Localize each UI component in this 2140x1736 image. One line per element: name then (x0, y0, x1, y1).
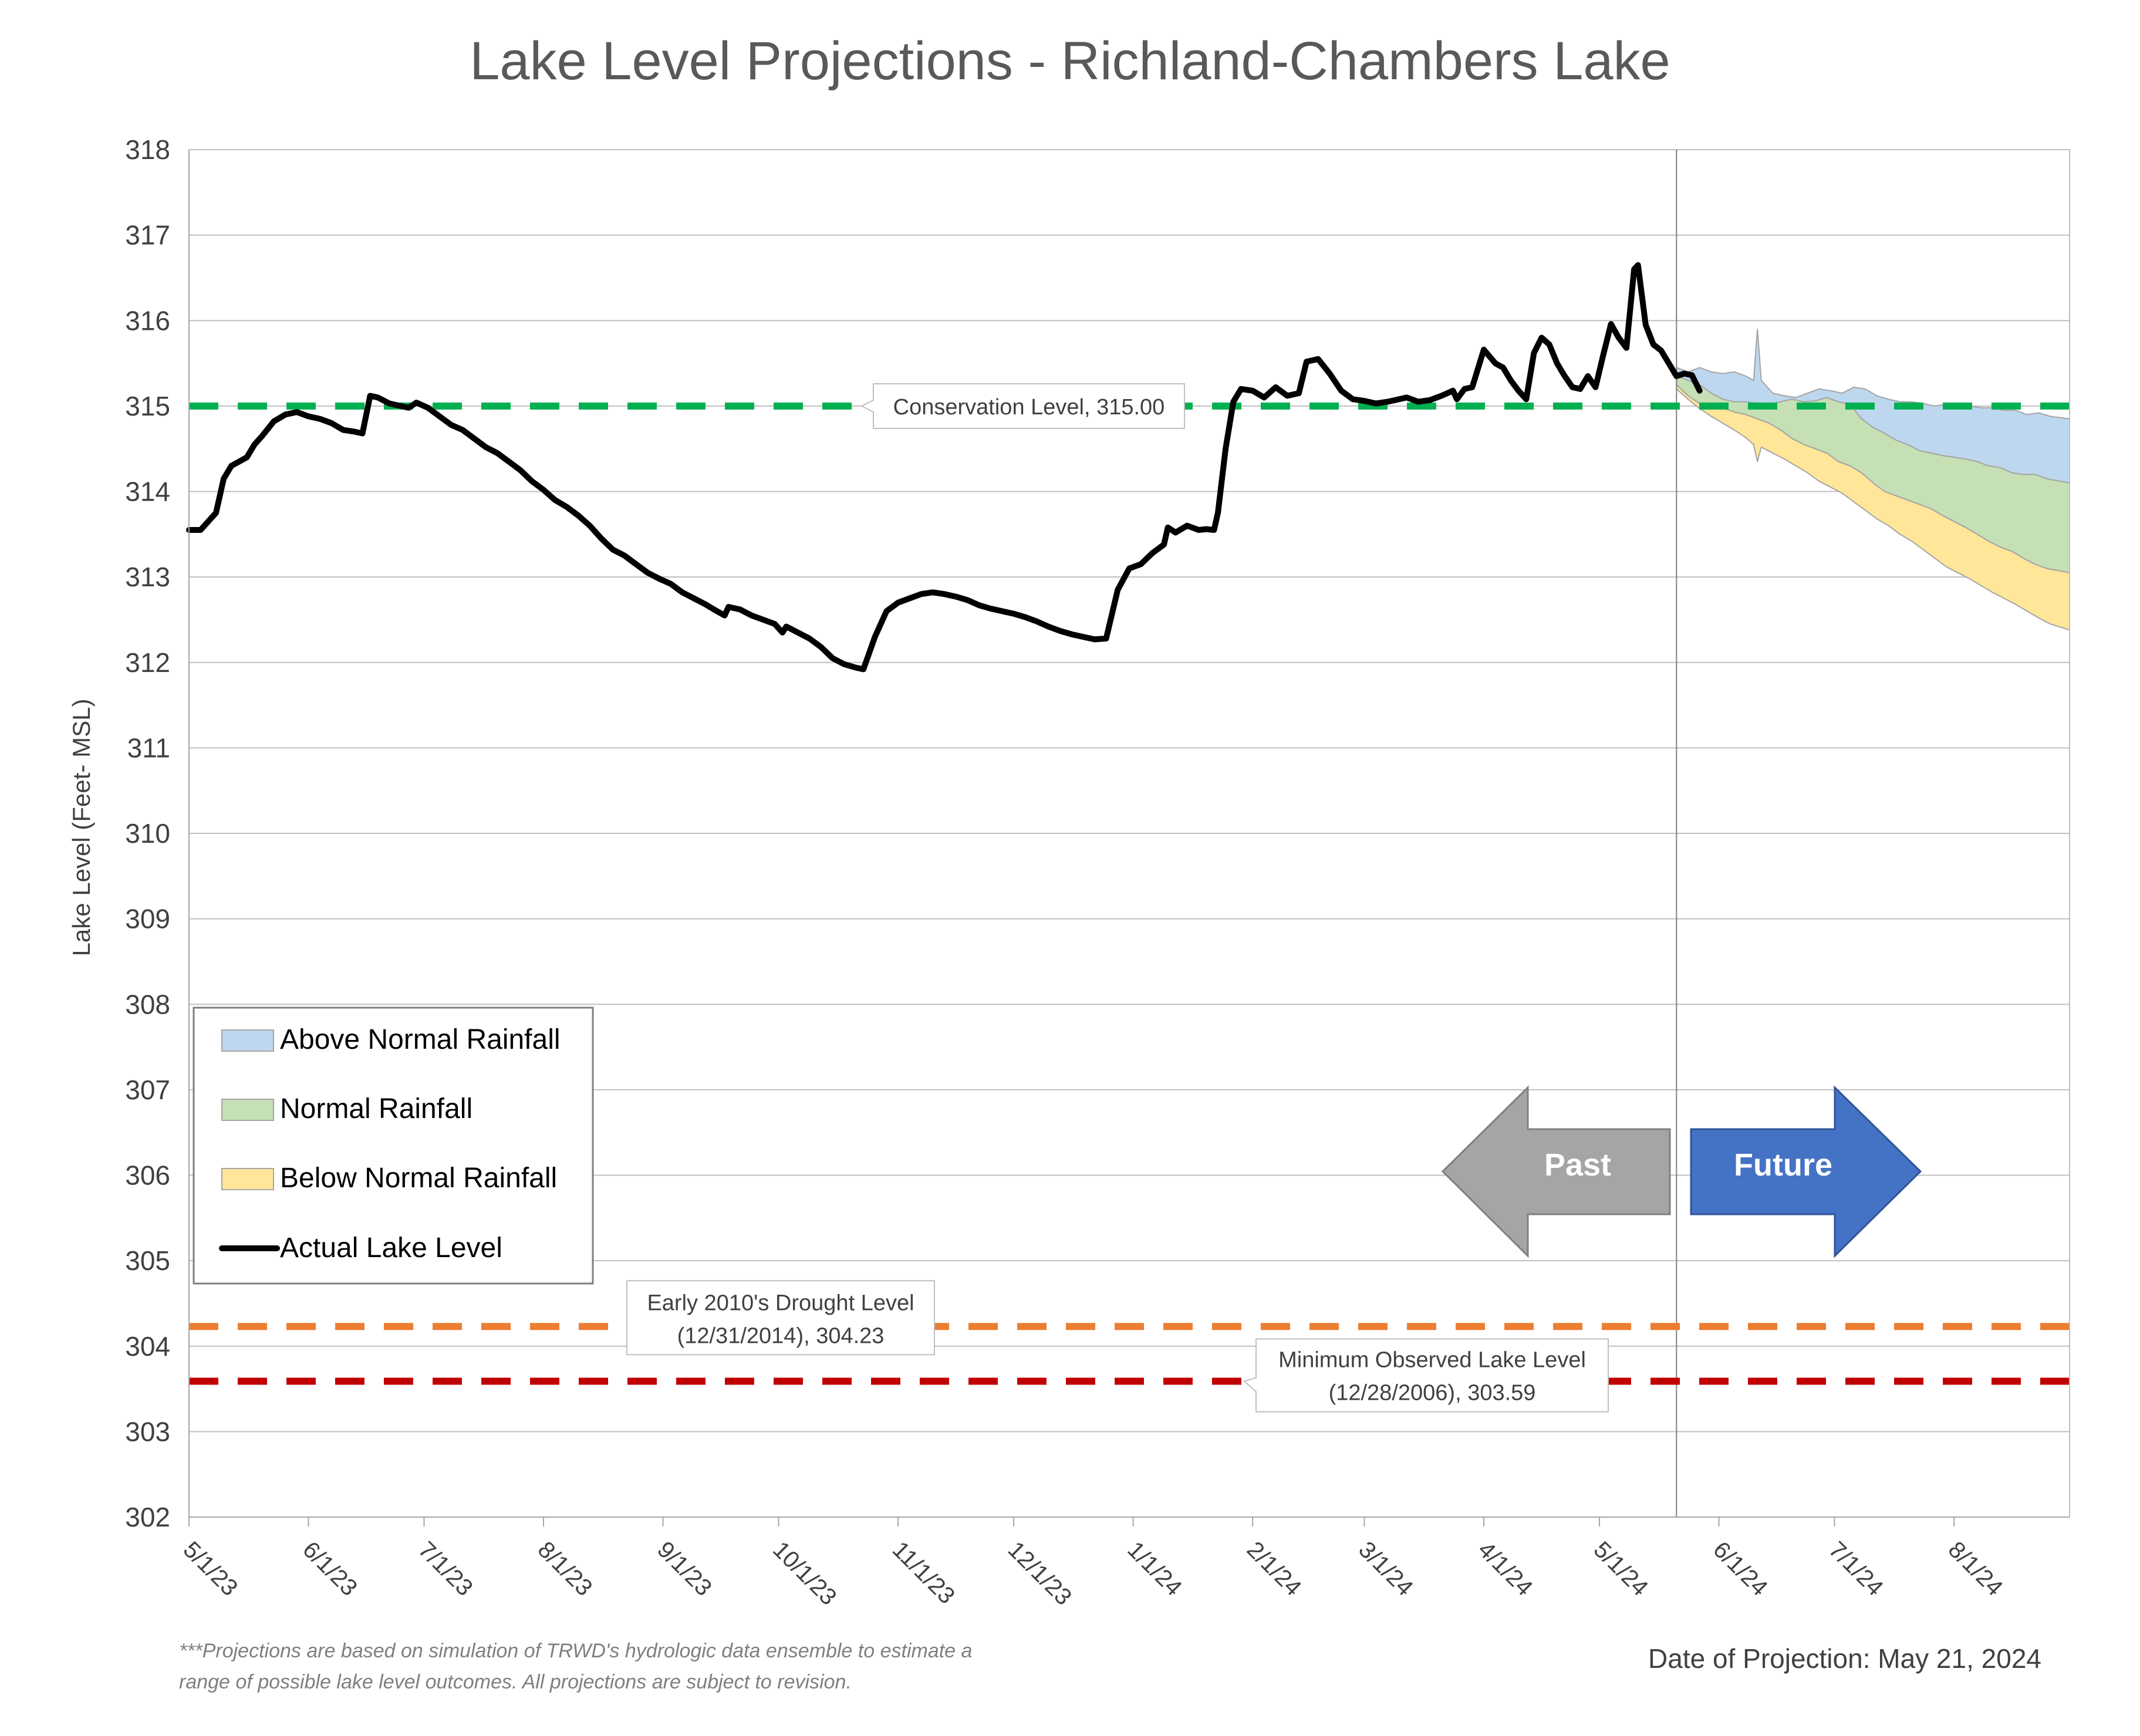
future-arrow-label: Future (1734, 1147, 1832, 1183)
footnote-line1: ***Projections are based on simulation o… (179, 1640, 972, 1662)
y-tick-label-311: 311 (127, 732, 170, 763)
legend-swatch-normal (221, 1099, 274, 1121)
legend-swatch-below-normal (221, 1168, 274, 1190)
past-arrow: Past (1441, 1085, 1671, 1258)
projection-date-label: Date of Projection: May 21, 2024 (1648, 1643, 2041, 1674)
y-tick-label-310: 310 (125, 818, 170, 849)
y-tick-label-303: 303 (125, 1416, 170, 1447)
past-arrow-shape (1441, 1085, 1671, 1258)
legend-box (193, 1007, 594, 1285)
drought-callout-box (626, 1280, 935, 1356)
minimum-callout-line2: (12/28/2006), 303.59 (1329, 1380, 1536, 1405)
drought-callout: Early 2010's Drought Level (12/31/2014),… (626, 1280, 935, 1356)
chart-title: Lake Level Projections - Richland-Chambe… (470, 31, 1670, 91)
y-axis-label: Lake Level (Feet- MSL) (67, 699, 95, 957)
future-arrow-shape (1690, 1085, 1922, 1258)
minimum-callout-line1: Minimum Observed Lake Level (1278, 1347, 1586, 1372)
actual-series (186, 262, 1703, 673)
y-tick-label-304: 304 (125, 1331, 170, 1362)
y-tick-label-302: 302 (125, 1502, 170, 1532)
minimum-callout: Minimum Observed Lake Level (12/28/2006)… (1243, 1338, 1609, 1413)
drought-callout-line2: (12/31/2014), 304.23 (677, 1323, 885, 1348)
legend-swatch-above-normal (221, 1029, 274, 1052)
conservation-callout: Conservation Level, 315.00 (860, 383, 1185, 429)
area-below-normal (1676, 384, 2070, 631)
y-tick-label-309: 309 (125, 904, 170, 934)
legend: Above Normal Rainfall Normal Rainfall Be… (193, 1007, 594, 1285)
conservation-callout-text: Conservation Level, 315.00 (893, 395, 1165, 420)
y-tick-label-315: 315 (125, 391, 170, 421)
y-tick-label-308: 308 (125, 989, 170, 1019)
actual-lake-level-line (186, 262, 1703, 673)
y-tick-label-306: 306 (125, 1160, 170, 1191)
legend-label-normal: Normal Rainfall (280, 1093, 472, 1124)
y-tick-label-307: 307 (125, 1075, 170, 1105)
past-arrow-label: Past (1544, 1147, 1611, 1183)
drought-callout-line1: Early 2010's Drought Level (647, 1291, 914, 1315)
y-tick-label-312: 312 (125, 647, 170, 678)
footnote-line2: range of possible lake level outcomes. A… (179, 1671, 852, 1693)
y-tick-label-314: 314 (125, 477, 170, 507)
y-tick-label-313: 313 (125, 562, 170, 592)
y-tick-label-316: 316 (125, 305, 170, 336)
minimum-callout-box (1243, 1338, 1609, 1413)
y-tick-label-305: 305 (125, 1245, 170, 1276)
legend-label-above-normal: Above Normal Rainfall (280, 1024, 561, 1055)
y-tick-label-318: 318 (125, 134, 170, 165)
legend-label-actual: Actual Lake Level (280, 1232, 502, 1264)
y-tick-label-317: 317 (125, 220, 170, 251)
future-arrow: Future (1690, 1085, 1922, 1258)
legend-label-below-normal: Below Normal Rainfall (280, 1163, 557, 1194)
conservation-callout-box (860, 383, 1185, 429)
